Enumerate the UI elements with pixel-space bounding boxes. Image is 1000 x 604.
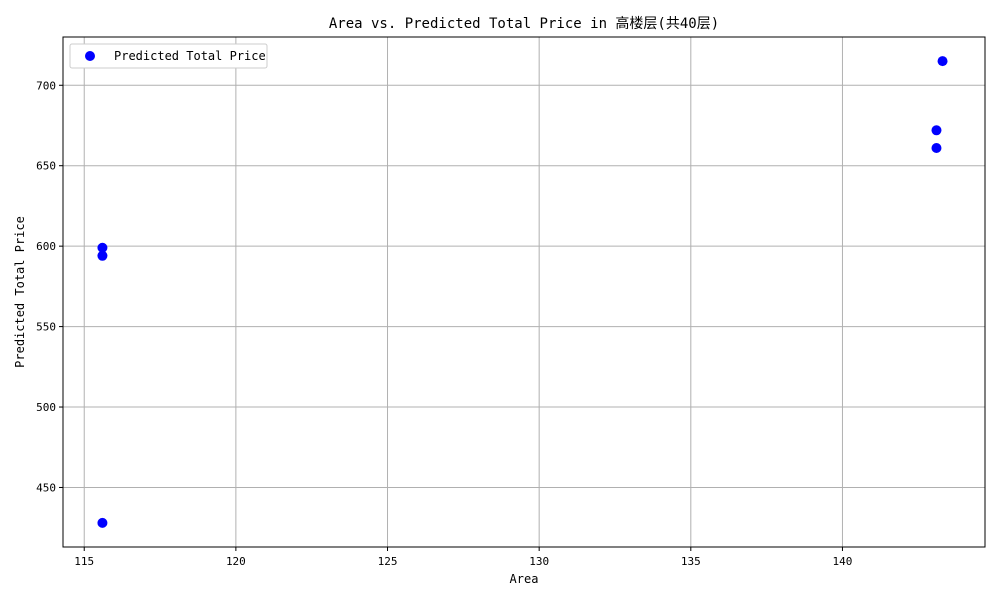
data-point [97, 517, 108, 528]
plot-frame [62, 36, 986, 548]
data-point [931, 125, 942, 136]
x-axis-label: Area [510, 572, 539, 586]
data-point [97, 250, 108, 261]
legend-box [69, 43, 268, 69]
x-tick-label: 115 [74, 555, 94, 568]
data-point [931, 143, 942, 154]
x-tick-label: 135 [681, 555, 701, 568]
x-tick-label: 130 [529, 555, 549, 568]
y-tick-label: 450 [36, 481, 56, 494]
legend-label: Predicted Total Price [114, 49, 266, 63]
y-tick-label: 700 [36, 79, 56, 92]
legend: Predicted Total Price [69, 43, 268, 69]
x-tick-label: 125 [378, 555, 398, 568]
data-points [97, 56, 948, 528]
x-tick-label: 140 [833, 555, 853, 568]
y-axis-label: Predicted Total Price [13, 216, 27, 368]
legend-marker [85, 51, 95, 61]
chart-title: Area vs. Predicted Total Price in 高楼层(共4… [329, 15, 719, 32]
y-tick-label: 600 [36, 240, 56, 253]
data-point [97, 242, 108, 253]
grid [63, 37, 985, 547]
y-tick-label: 550 [36, 321, 56, 334]
data-point [937, 56, 948, 67]
y-tick-label: 500 [36, 401, 56, 414]
x-tick-label: 120 [226, 555, 246, 568]
y-tick-label: 650 [36, 160, 56, 173]
axis-ticks: 115 120 125 130 135 140 450 500 550 600 650 700 [36, 79, 852, 568]
